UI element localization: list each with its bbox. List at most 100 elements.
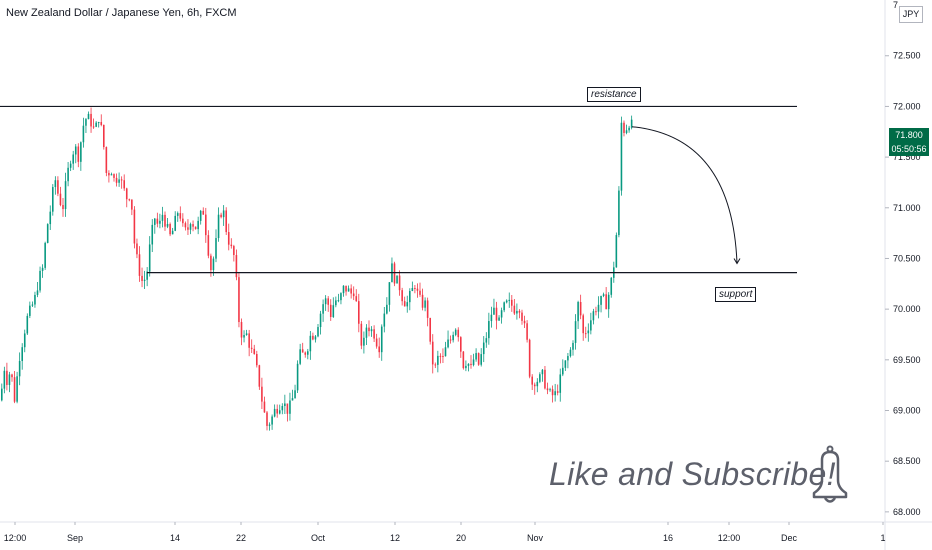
countdown-tag: 05:50:56: [889, 142, 929, 156]
candle-body: [465, 365, 467, 369]
candle-body: [72, 154, 74, 164]
candle-body: [52, 187, 54, 212]
candle-body: [597, 304, 600, 312]
candle-body: [442, 356, 444, 358]
candle-body: [80, 142, 82, 162]
candle-body: [1, 388, 3, 401]
candle-body: [567, 356, 569, 361]
candle-body: [146, 271, 148, 280]
candle-body: [396, 275, 398, 284]
projection-arrowhead: [733, 258, 741, 265]
candle-body: [602, 294, 605, 296]
candle-body: [511, 299, 513, 306]
candle-body: [314, 336, 317, 340]
candle-body: [393, 263, 396, 284]
candle-body: [521, 312, 523, 321]
candle-body: [90, 113, 92, 127]
y-tick-label: 72.500: [893, 51, 921, 61]
candle-body: [541, 369, 544, 375]
candle-body: [64, 181, 67, 210]
currency-badge[interactable]: JPY: [899, 6, 923, 23]
candle-body: [205, 214, 207, 236]
candle-body: [41, 267, 44, 271]
candle-body: [161, 214, 164, 221]
candle-body: [62, 205, 64, 210]
candle-body: [363, 337, 365, 346]
candle-body: [207, 235, 210, 256]
bell-top: [826, 445, 834, 453]
candle-body: [87, 113, 90, 120]
candle-body: [225, 210, 227, 233]
candle-body: [625, 130, 628, 133]
candle-body: [131, 199, 133, 210]
candle-body: [128, 199, 131, 201]
y-tick-label: 70.500: [893, 253, 921, 263]
candle-body: [182, 218, 184, 224]
candle-body: [628, 127, 630, 131]
resistance-label: resistance: [587, 87, 641, 102]
candle-body: [92, 126, 95, 128]
candle-body: [416, 288, 419, 291]
candle-body: [125, 188, 128, 200]
candle-body: [141, 275, 143, 281]
candle-body: [386, 304, 388, 314]
candle-body: [579, 302, 582, 316]
x-tick-label: 1: [880, 533, 885, 543]
candle-body: [398, 275, 401, 291]
candle-body: [623, 122, 625, 133]
candle-body: [266, 412, 268, 426]
candle-body: [437, 355, 439, 365]
candle-body: [59, 193, 62, 206]
candle-body: [151, 224, 154, 245]
candle-body: [253, 348, 256, 355]
candle-body: [505, 300, 508, 303]
candle-body: [472, 359, 475, 366]
candle-body: [533, 384, 536, 387]
candle-body: [67, 167, 69, 182]
candle-body: [307, 351, 309, 355]
candle-body: [103, 124, 105, 148]
candle-body: [595, 311, 597, 313]
candle-body: [592, 311, 595, 321]
candle-body: [220, 214, 222, 218]
y-tick-label: 68.000: [893, 507, 921, 517]
y-tick-label: 7: [893, 0, 898, 10]
candle-body: [3, 370, 6, 389]
candle-body: [409, 291, 411, 303]
like-subscribe-text: Like and Subscribe!: [549, 456, 836, 492]
candle-body: [36, 290, 39, 295]
candle-body: [419, 290, 421, 295]
candle-body: [531, 376, 533, 385]
candle-body: [250, 347, 253, 349]
y-tick-label: 70.000: [893, 304, 921, 314]
candle-body: [477, 353, 480, 365]
candle-body: [556, 391, 559, 393]
candle-body: [485, 338, 488, 343]
candle-body: [312, 335, 314, 340]
candle-body: [133, 209, 136, 244]
candle-body: [528, 339, 531, 377]
candle-body: [347, 288, 350, 292]
candle-body: [375, 338, 378, 347]
candle-body: [248, 333, 250, 348]
candle-body: [301, 349, 304, 353]
candle-body: [176, 213, 179, 216]
x-tick-label: Dec: [781, 533, 798, 543]
candle-body: [562, 367, 564, 375]
candle-body: [31, 304, 34, 306]
candle-body: [143, 279, 146, 281]
candle-body: [403, 301, 406, 307]
y-tick-label: 68.500: [893, 456, 921, 466]
candle-body: [82, 125, 85, 143]
candle-body: [447, 339, 449, 348]
candle-body: [358, 301, 360, 324]
candle-body: [332, 305, 335, 317]
candle-body: [281, 406, 284, 411]
candle-body: [289, 400, 291, 414]
candle-body: [452, 334, 454, 341]
candle-body: [630, 119, 633, 128]
candle-body: [273, 408, 276, 417]
candle-body: [169, 223, 171, 235]
